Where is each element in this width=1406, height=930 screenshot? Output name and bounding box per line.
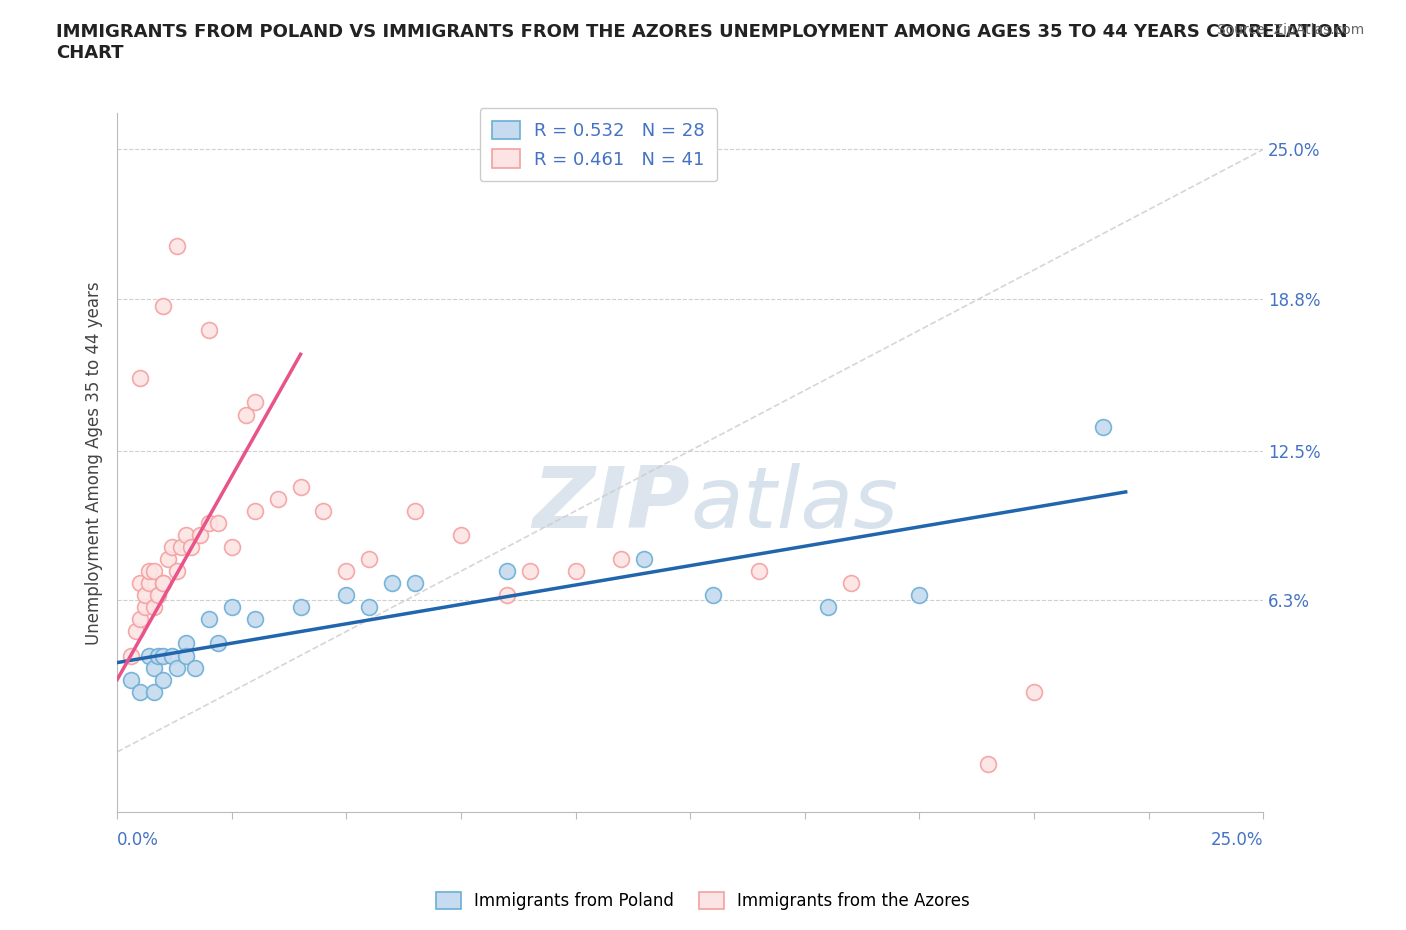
- Point: [243, 503, 266, 518]
- Point: [142, 564, 165, 578]
- Point: [748, 564, 770, 578]
- Point: [404, 503, 426, 518]
- Point: [142, 600, 165, 615]
- Point: [235, 407, 257, 422]
- Point: [148, 588, 170, 603]
- Point: [120, 672, 142, 687]
- Point: [977, 756, 1000, 771]
- Text: 0.0%: 0.0%: [117, 831, 159, 849]
- Point: [702, 588, 724, 603]
- Point: [152, 299, 174, 313]
- Point: [519, 564, 541, 578]
- Point: [152, 672, 174, 687]
- Point: [129, 612, 152, 627]
- Text: 25.0%: 25.0%: [1211, 831, 1263, 849]
- Point: [207, 515, 229, 530]
- Point: [174, 527, 197, 542]
- Point: [359, 551, 381, 566]
- Point: [166, 238, 188, 253]
- Point: [207, 636, 229, 651]
- Point: [188, 527, 211, 542]
- Text: ZIP: ZIP: [533, 463, 690, 546]
- Point: [335, 564, 357, 578]
- Point: [142, 684, 165, 699]
- Point: [152, 648, 174, 663]
- Point: [129, 371, 152, 386]
- Point: [221, 600, 243, 615]
- Point: [134, 600, 156, 615]
- Point: [124, 624, 146, 639]
- Point: [138, 576, 160, 591]
- Point: [198, 515, 221, 530]
- Point: [243, 612, 266, 627]
- Legend: R = 0.532   N = 28, R = 0.461   N = 41: R = 0.532 N = 28, R = 0.461 N = 41: [479, 108, 717, 181]
- Point: [148, 648, 170, 663]
- Point: [138, 648, 160, 663]
- Point: [839, 576, 862, 591]
- Point: [359, 600, 381, 615]
- Text: atlas: atlas: [690, 463, 898, 546]
- Legend: Immigrants from Poland, Immigrants from the Azores: Immigrants from Poland, Immigrants from …: [429, 885, 977, 917]
- Point: [495, 564, 517, 578]
- Y-axis label: Unemployment Among Ages 35 to 44 years: Unemployment Among Ages 35 to 44 years: [86, 281, 103, 644]
- Point: [198, 323, 221, 338]
- Point: [290, 479, 312, 494]
- Point: [908, 588, 931, 603]
- Point: [166, 660, 188, 675]
- Point: [450, 527, 472, 542]
- Point: [1091, 419, 1114, 434]
- Point: [120, 648, 142, 663]
- Point: [404, 576, 426, 591]
- Point: [312, 503, 335, 518]
- Point: [381, 576, 404, 591]
- Point: [156, 551, 179, 566]
- Text: IMMIGRANTS FROM POLAND VS IMMIGRANTS FROM THE AZORES UNEMPLOYMENT AMONG AGES 35 : IMMIGRANTS FROM POLAND VS IMMIGRANTS FRO…: [56, 23, 1348, 62]
- Point: [198, 612, 221, 627]
- Text: Source: ZipAtlas.com: Source: ZipAtlas.com: [1216, 23, 1364, 37]
- Point: [129, 576, 152, 591]
- Point: [134, 588, 156, 603]
- Point: [180, 539, 202, 554]
- Point: [170, 539, 193, 554]
- Point: [166, 564, 188, 578]
- Point: [129, 684, 152, 699]
- Point: [152, 576, 174, 591]
- Point: [266, 491, 288, 506]
- Point: [290, 600, 312, 615]
- Point: [160, 539, 183, 554]
- Point: [142, 660, 165, 675]
- Point: [221, 539, 243, 554]
- Point: [817, 600, 839, 615]
- Point: [174, 648, 197, 663]
- Point: [138, 564, 160, 578]
- Point: [243, 395, 266, 410]
- Point: [184, 660, 207, 675]
- Point: [1022, 684, 1045, 699]
- Point: [335, 588, 357, 603]
- Point: [152, 576, 174, 591]
- Point: [174, 636, 197, 651]
- Point: [160, 648, 183, 663]
- Point: [633, 551, 655, 566]
- Point: [564, 564, 586, 578]
- Point: [610, 551, 633, 566]
- Point: [495, 588, 517, 603]
